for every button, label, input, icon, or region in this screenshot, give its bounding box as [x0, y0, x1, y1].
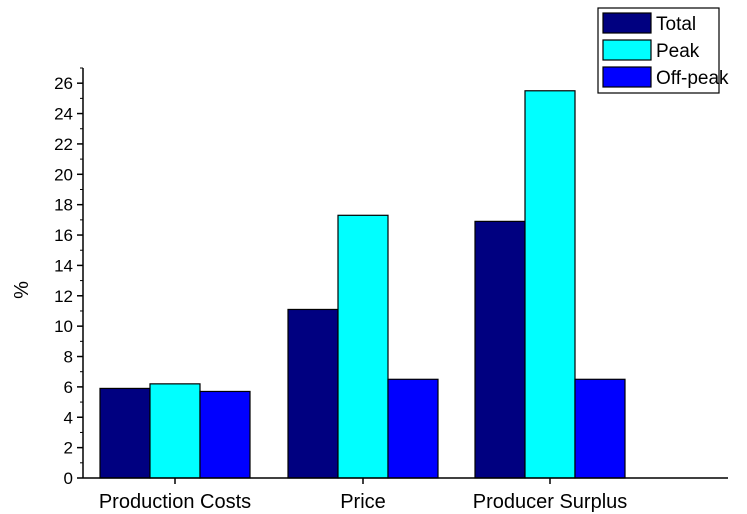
bar-total-1 [287, 308, 339, 479]
legend-label: Total [656, 14, 696, 35]
y-tick-label: 2 [64, 439, 73, 458]
y-tick-label: 12 [54, 287, 73, 306]
y-tick-label: 22 [54, 135, 73, 154]
y-tick-label: 8 [64, 348, 73, 367]
y-tick-label: 14 [54, 256, 73, 275]
y-axis-label: % [11, 281, 33, 299]
bar-off-peak-1 [387, 378, 439, 479]
x-tick-label: Production Costs [99, 491, 251, 513]
legend: Total Peak Off-peak [597, 7, 729, 94]
bar-peak-0 [149, 383, 201, 479]
y-tick-label: 20 [54, 165, 73, 184]
legend-label: Off-peak [656, 68, 729, 89]
y-tick-label: 18 [54, 196, 73, 215]
bar-peak-2 [524, 90, 576, 479]
y-tick-label: 4 [64, 408, 73, 427]
legend-swatch-off-peak [602, 66, 652, 88]
y-tick-label: 24 [54, 105, 73, 124]
y-tick-label: 6 [64, 378, 73, 397]
legend-swatch-peak [602, 39, 652, 61]
x-axis-labels: Production Costs Price Producer Surplus [99, 478, 627, 513]
bars [99, 90, 626, 479]
bar-off-peak-2 [574, 378, 626, 479]
legend-swatch-total [602, 12, 652, 34]
bar-total-0 [99, 387, 151, 479]
legend-label: Peak [656, 41, 700, 62]
y-tick-label: 16 [54, 226, 73, 245]
x-tick-label: Producer Surplus [473, 491, 628, 513]
y-tick-label: 26 [54, 74, 73, 93]
bar-total-2 [474, 220, 526, 479]
bar-peak-1 [337, 214, 389, 479]
y-tick-label: 0 [64, 469, 73, 488]
x-tick-label: Price [340, 491, 386, 513]
bar-off-peak-0 [199, 390, 251, 479]
y-tick-label: 10 [54, 317, 73, 336]
